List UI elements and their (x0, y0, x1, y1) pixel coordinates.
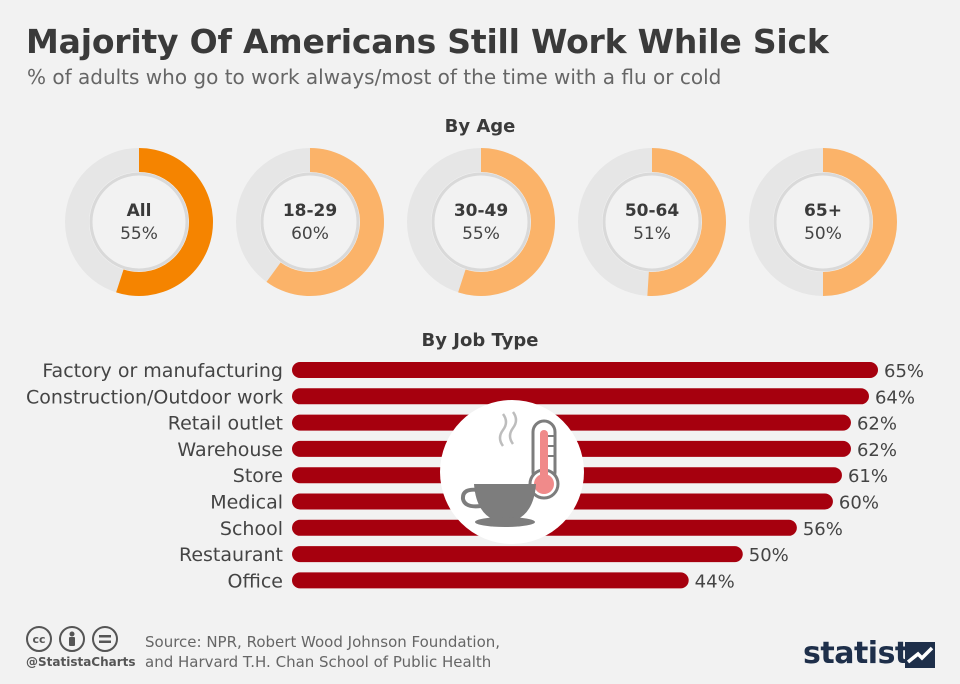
cc-icon[interactable]: cc (26, 626, 52, 652)
bar-category-label: Medical (210, 492, 283, 514)
donut-value-label: 51% (633, 224, 671, 244)
donut-value-label: 60% (291, 224, 329, 244)
bar-value-label: 56% (803, 519, 843, 540)
sick-icon-badge (440, 400, 584, 544)
bar-category-label: School (220, 518, 283, 540)
donut-slice-18-29 (266, 148, 384, 297)
donut-hole (602, 172, 702, 272)
donut-category-label: 18-29 (283, 201, 337, 221)
chart-subtitle: % of adults who go to work always/most o… (27, 65, 722, 89)
bar-Restaurant (292, 546, 743, 563)
age-section-title: By Age (444, 116, 516, 137)
donut-slice-65+ (823, 148, 897, 296)
donut-category-label: All (127, 201, 152, 221)
source-note: Source: NPR, Robert Wood Johnson Foundat… (145, 632, 500, 672)
donut-All: All 55% (65, 148, 214, 297)
bar-value-label: 64% (875, 387, 915, 408)
bar-value-label: 50% (749, 545, 789, 566)
source-line-1: Source: NPR, Robert Wood Johnson Foundat… (145, 633, 501, 651)
bar-category-label: Store (233, 465, 283, 487)
bar-category-label: Factory or manufacturing (42, 360, 283, 382)
donut-hole (89, 172, 189, 272)
donut-18-29: 18-29 60% (236, 148, 384, 297)
license-icons: cc (26, 626, 118, 652)
donut-value-label: 55% (120, 224, 158, 244)
donut-value-label: 55% (462, 224, 500, 244)
chart-title: Majority Of Americans Still Work While S… (26, 22, 829, 61)
donut-hole (260, 172, 360, 272)
bar-value-label: 44% (695, 571, 735, 592)
bar-value-label: 62% (857, 440, 897, 461)
bar-value-label: 65% (884, 361, 924, 382)
donut-category-label: 65+ (804, 201, 842, 221)
coffee-cup-icon (460, 411, 536, 527)
bar-category-label: Retail outlet (168, 413, 283, 435)
thermometer-icon (528, 419, 560, 500)
bar-category-label: Construction/Outdoor work (26, 386, 283, 408)
donut-30-49: 30-49 55% (407, 148, 555, 296)
equals-icon[interactable] (92, 626, 118, 652)
bar-Factory or manufacturing (292, 362, 878, 378)
bar-value-label: 60% (839, 493, 879, 514)
donut-category-label: 50-64 (625, 201, 680, 221)
source-line-2: and Harvard T.H. Chan School of Public H… (145, 653, 492, 671)
donut-hole (431, 172, 531, 272)
bar-Construction/Outdoor work (292, 388, 869, 405)
donut-50-64: 50-64 51% (578, 148, 726, 296)
bar-value-label: 61% (848, 466, 888, 487)
attribution-icon[interactable] (59, 626, 85, 652)
bar-category-label: Office (228, 570, 283, 592)
statista-logo-icon[interactable] (905, 642, 935, 668)
donut-hole (773, 172, 873, 272)
donut-value-label: 50% (804, 224, 842, 244)
bar-category-label: Warehouse (177, 439, 283, 461)
job-section-title: By Job Type (421, 330, 539, 351)
job-bars: Factory or manufacturing 65% Construction/… (26, 360, 924, 592)
donut-slice-50-64 (647, 148, 726, 296)
donut-category-label: 30-49 (454, 201, 508, 221)
bar-value-label: 62% (857, 414, 897, 435)
donut-slice-All (116, 148, 214, 297)
bar-Office (292, 572, 689, 589)
twitter-handle[interactable]: @StatistaCharts (26, 655, 136, 669)
bar-category-label: Restaurant (179, 544, 283, 566)
donut-slice-30-49 (458, 148, 555, 296)
donut-65+: 65+50% (749, 148, 897, 296)
bar-Retail outlet (292, 414, 851, 431)
